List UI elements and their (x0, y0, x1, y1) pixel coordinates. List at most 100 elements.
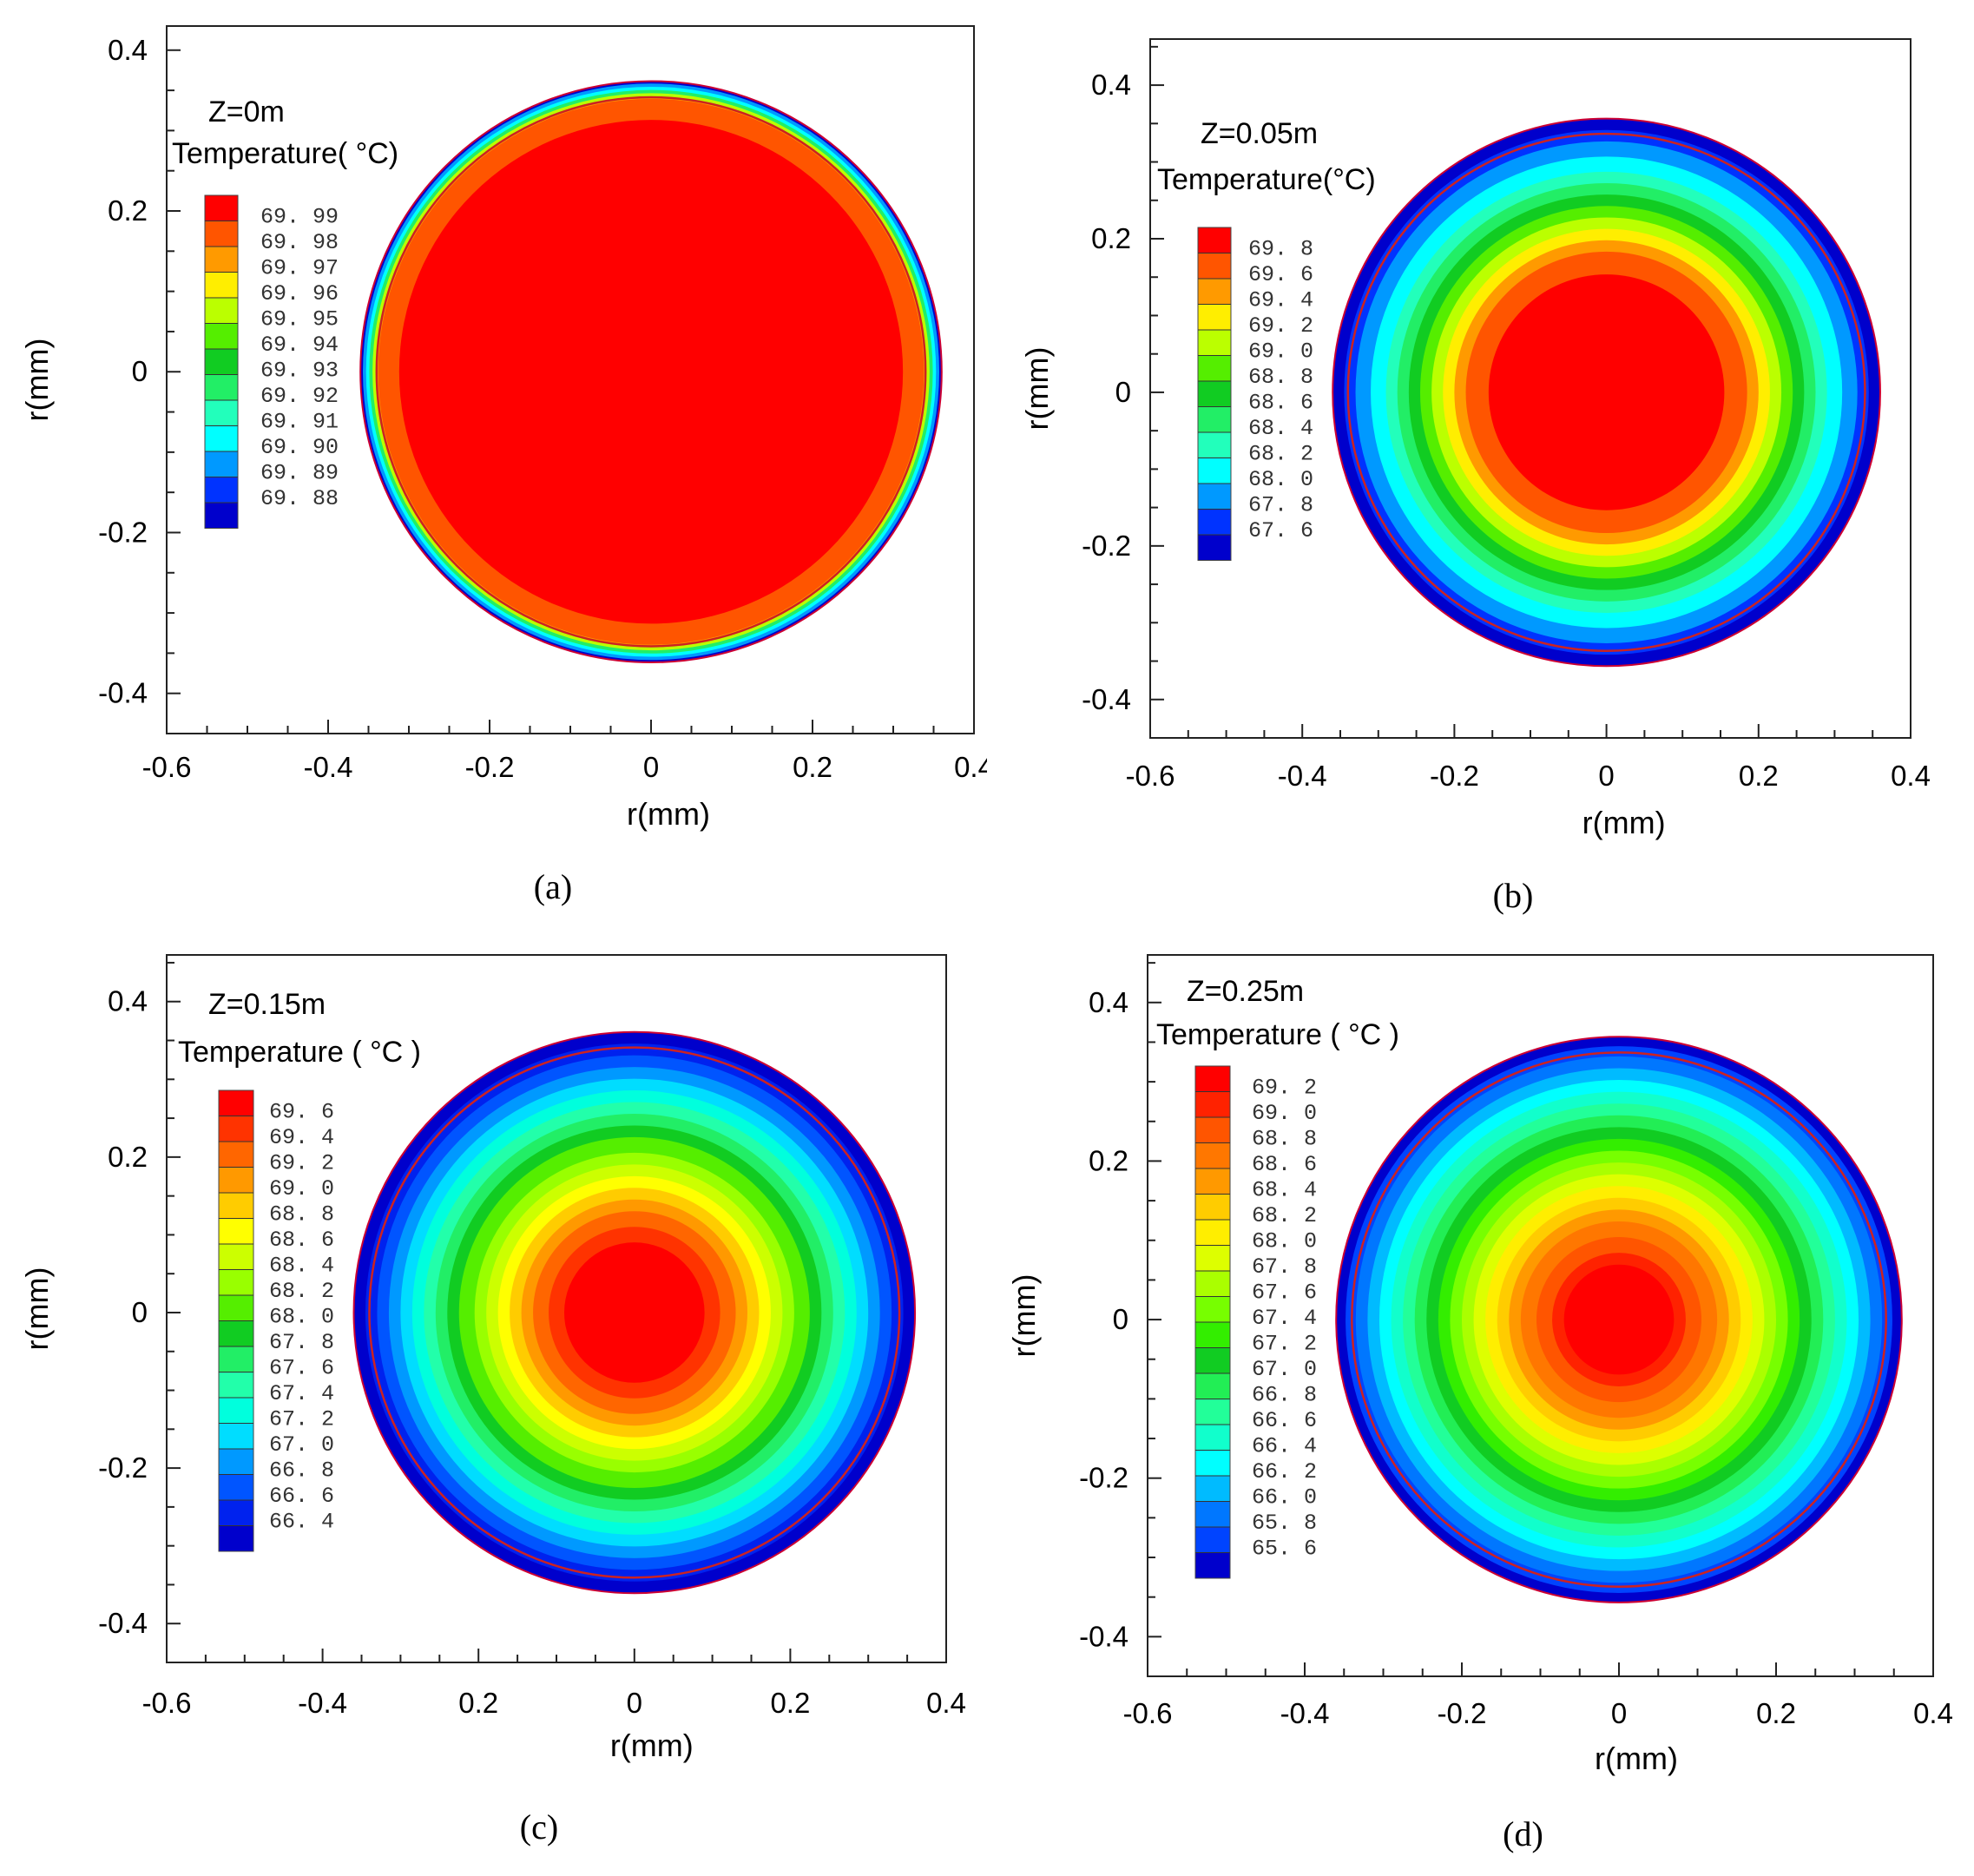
legend-label: 67. 4 (1252, 1306, 1317, 1331)
legend-swatch (205, 323, 238, 349)
y-tick-label: -0.2 (1082, 530, 1131, 562)
legend-swatch (219, 1218, 253, 1244)
y-tick-label: -0.2 (98, 1451, 148, 1484)
x-axis-title: r(mm) (627, 796, 710, 832)
legend-label: 69. 90 (260, 435, 339, 460)
legend-frame (1197, 227, 1232, 561)
legend-label: 67. 0 (1252, 1357, 1317, 1382)
legend-swatch (205, 503, 238, 529)
panel-d: -0.6 -0.4 -0.2 0 0.2 0.4 0.4 0.2 0 -0.2 -0.4 r(mm) r… (987, 936, 1974, 1876)
legend-swatch (1195, 1501, 1230, 1527)
y-tick-label: -0.4 (1082, 683, 1131, 715)
legend-label: 66. 6 (269, 1484, 334, 1509)
x-tick-label: -0.2 (1438, 1697, 1487, 1729)
contour-band (1563, 1264, 1675, 1375)
legend-swatch (219, 1244, 253, 1270)
y-tick-label: 0.4 (108, 34, 148, 66)
wall-line (1351, 1051, 1887, 1589)
legend-swatch (1195, 1220, 1230, 1246)
outer-boundary (352, 1030, 917, 1595)
legend-label: 68. 8 (269, 1202, 334, 1228)
y-tick-label: -0.4 (98, 1607, 148, 1639)
panel-b: -0.6 -0.4 -0.2 0 0.2 0.4 0.4 0.2 0 -0.2 -0.4 r(mm) r… (987, 0, 1974, 940)
legend-swatch (1195, 1527, 1230, 1553)
legend-label: 69. 94 (260, 332, 339, 358)
legend-label: 68. 6 (1248, 391, 1313, 416)
legend-label: 67. 2 (269, 1407, 334, 1432)
legend-swatch (1195, 1425, 1230, 1451)
y-tick-label: 0.4 (108, 985, 148, 1017)
legend-swatch (1198, 330, 1231, 356)
legend-label: 68. 0 (269, 1305, 334, 1330)
legend-label: 67. 2 (1252, 1332, 1317, 1357)
legend-title: Temperature ( °C ) (178, 1036, 421, 1069)
legend-label: 69. 99 (260, 205, 339, 230)
legend-label: 69. 0 (269, 1176, 334, 1201)
contour-band (1488, 274, 1725, 510)
legend-frame (204, 194, 239, 529)
x-tick-label: -0.2 (465, 751, 515, 783)
legend-label: 69. 92 (260, 384, 339, 409)
legend-swatch (1195, 1450, 1230, 1476)
legend-swatch (219, 1398, 253, 1424)
legend-label: 69. 98 (260, 230, 339, 255)
contour-band (563, 1242, 705, 1383)
legend-label: 67. 4 (269, 1381, 334, 1406)
wall-line (375, 95, 927, 648)
panel-caption: (b) (1493, 876, 1534, 915)
legend-label: 66. 2 (1252, 1459, 1317, 1484)
legend-swatch (1195, 1399, 1230, 1425)
legend-swatch (219, 1423, 253, 1449)
legend-label: 69. 97 (260, 256, 339, 281)
y-tick-label: -0.2 (98, 516, 148, 548)
legend-label: 65. 8 (1252, 1511, 1317, 1536)
x-tick-label: 0.4 (1891, 760, 1931, 792)
legend-label: 67. 6 (1248, 518, 1313, 543)
outer-boundary (359, 80, 943, 664)
x-tick-label: 0.4 (954, 751, 987, 783)
x-tick-label: -0.4 (298, 1687, 347, 1719)
legend-label: 69. 2 (1248, 313, 1313, 339)
y-tick-label: 0.4 (1091, 69, 1131, 101)
legend-title: Temperature(°C) (1157, 163, 1376, 196)
chart-svg: -0.6 -0.4 -0.2 0 0.2 0.4 0.4 0.2 0 -0.2 -0.4 r(mm) r… (1019, 38, 1931, 915)
legend-label: 69. 95 (260, 307, 339, 332)
legend-label: 68. 0 (1248, 467, 1313, 492)
x-tick-label: 0.2 (1756, 1697, 1796, 1729)
legend-swatch (205, 298, 238, 324)
legend-label: 69. 6 (1248, 262, 1313, 287)
chart-svg: -0.6 -0.4 -0.2 0 0.2 0.4 0.4 0.2 0 -0.2 -0.4 r(mm) r… (1006, 954, 1953, 1853)
x-tick-label: 0 (1598, 760, 1614, 792)
x-tick-label: 0.2 (793, 751, 832, 783)
legend-label: 65. 6 (1252, 1537, 1317, 1562)
legend-swatch (205, 247, 238, 273)
legend-swatch (1198, 457, 1231, 484)
legend-swatch (205, 400, 238, 426)
legend-swatch (1198, 484, 1231, 510)
legend-swatch (205, 374, 238, 400)
y-tick-label: 0 (132, 355, 148, 387)
x-tick-label: 0.4 (1913, 1697, 1953, 1729)
legend-label: 67. 6 (1252, 1280, 1317, 1306)
panel-caption: (a) (534, 867, 572, 906)
legend-label: 69. 91 (260, 410, 339, 435)
legend-label: 69. 0 (1248, 339, 1313, 365)
legend-swatch (219, 1167, 253, 1193)
legend-swatch (1195, 1296, 1230, 1322)
legend-swatch (219, 1525, 253, 1551)
x-tick-label: 0.2 (1739, 760, 1779, 792)
legend-swatch (1198, 304, 1231, 330)
x-tick-label: -0.4 (304, 751, 353, 783)
legend-label: 69. 96 (260, 281, 339, 306)
legend-swatch (1195, 1194, 1230, 1220)
legend-swatch (219, 1142, 253, 1168)
legend-swatch (219, 1116, 253, 1142)
y-tick-label: 0.2 (108, 194, 148, 227)
legend-label: 69. 6 (269, 1100, 334, 1125)
legend-swatch (205, 477, 238, 503)
legend-label: 69. 89 (260, 461, 339, 486)
legend-swatch (1198, 535, 1231, 561)
legend-label: 69. 4 (1248, 288, 1313, 313)
legend-swatch (205, 425, 238, 451)
x-tick-label: 0 (627, 1687, 642, 1719)
